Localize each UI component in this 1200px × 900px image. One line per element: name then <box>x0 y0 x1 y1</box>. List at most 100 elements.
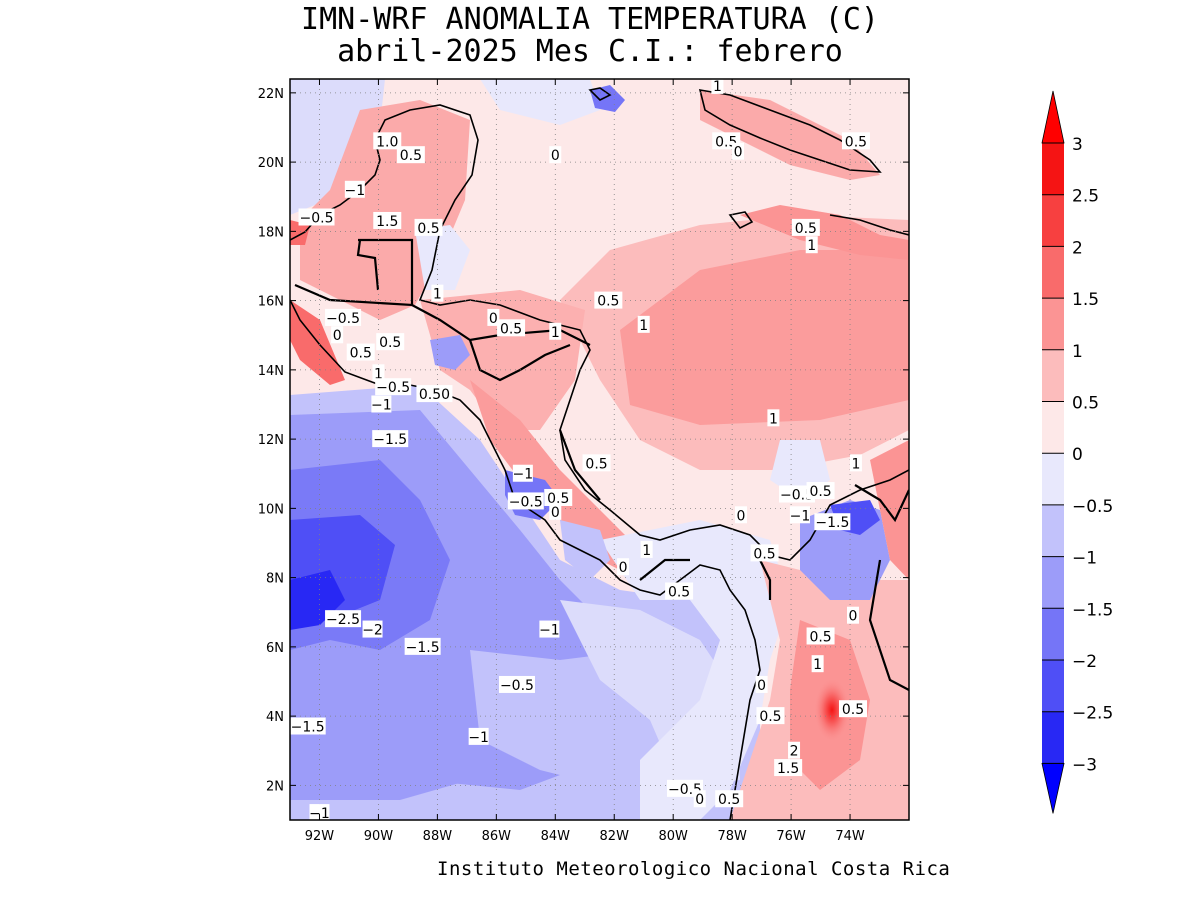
svg-text:0: 0 <box>757 678 766 694</box>
contour-label: 0 <box>734 506 747 524</box>
contour-label: 2 <box>788 741 801 760</box>
contour-label: 1 <box>849 454 862 472</box>
y-tick-label: 10N <box>258 502 284 517</box>
x-tick-label: 74W <box>835 829 865 844</box>
svg-text:1: 1 <box>642 543 651 559</box>
x-tick-label: 92W <box>305 829 335 844</box>
svg-text:−0.5: −0.5 <box>500 678 534 694</box>
svg-text:−2.5: −2.5 <box>326 612 360 628</box>
colorbar-label: −1.5 <box>1072 600 1113 620</box>
svg-text:1: 1 <box>813 657 822 673</box>
contour-label: 0.5 <box>791 218 820 237</box>
contour-label: −0.5 <box>298 208 335 227</box>
colorbar-label: 0 <box>1072 445 1083 465</box>
svg-text:0.5: 0.5 <box>753 546 775 562</box>
colorbar-swatch <box>1042 556 1064 609</box>
contour-label: 0.5 <box>346 343 375 362</box>
contour-label: 1.5 <box>373 211 402 230</box>
svg-text:1.5: 1.5 <box>376 214 398 230</box>
contour-label: −0.5 <box>325 308 362 327</box>
anomaly-field <box>290 79 909 820</box>
y-tick-label: 12N <box>258 433 284 448</box>
contour-label: 0 <box>755 675 768 694</box>
x-tick-label: 86W <box>482 829 512 844</box>
y-tick-label: 8N <box>266 572 284 587</box>
contour-label: 0 <box>549 146 562 164</box>
map-title-line2: abril-2025 Mes C.I.: febrero <box>337 34 843 69</box>
contour-label: 1 <box>640 540 653 559</box>
contour-label: 1 <box>549 322 562 341</box>
colorbar-swatch <box>1042 504 1064 557</box>
contour-label: −1 <box>539 620 560 639</box>
contour-label: −2.5 <box>325 610 362 628</box>
svg-text:−0.5: −0.5 <box>509 494 543 510</box>
institution-credit: Instituto Meteorologico Nacional Costa R… <box>437 858 951 880</box>
contour-label: −1.5 <box>289 717 326 736</box>
svg-text:−1.5: −1.5 <box>406 640 440 656</box>
contour-label: 1 <box>711 76 724 95</box>
colorbar-label: 2 <box>1072 238 1083 258</box>
svg-text:−1: −1 <box>539 623 560 639</box>
colorbar-swatch <box>1042 608 1064 660</box>
svg-text:1: 1 <box>551 325 560 341</box>
contour-label: 1 <box>372 364 385 382</box>
contour-label: 0.5 <box>594 291 623 310</box>
contour-label: 1 <box>811 655 824 673</box>
x-tick-label: 78W <box>717 829 747 844</box>
svg-text:−0.5: −0.5 <box>326 311 360 327</box>
contour-label: −1 <box>468 727 489 746</box>
contour-label: 0 <box>331 326 344 344</box>
contour-label: −0.5 <box>778 485 815 504</box>
colorbar-label: 0.5 <box>1072 394 1099 414</box>
svg-text:−1.5: −1.5 <box>815 515 849 531</box>
colorbar-swatch <box>1042 298 1064 350</box>
x-tick-label: 88W <box>423 829 453 844</box>
contour-label: −0.5 <box>498 675 535 694</box>
colorbar: 3 2.5 2 1.5 1 0.5 0 −0.5 −1 −1.5 −2 −2.5 −3 <box>1041 90 1113 814</box>
colorbar-under-arrow <box>1041 763 1065 814</box>
svg-text:0.5: 0.5 <box>400 148 422 164</box>
colorbar-label: −3 <box>1072 755 1097 775</box>
contour-label: 0 <box>617 558 630 576</box>
svg-text:1: 1 <box>807 238 816 254</box>
svg-text:−1: −1 <box>513 467 534 483</box>
contour-label: 0.5 <box>497 319 526 337</box>
x-tick-label: 84W <box>541 829 571 844</box>
svg-text:0: 0 <box>695 792 704 808</box>
contour-label: 0 <box>732 142 745 161</box>
contour-label: −1.5 <box>404 637 441 656</box>
svg-text:1.0: 1.0 <box>376 134 398 150</box>
svg-text:0.5: 0.5 <box>585 456 607 472</box>
contour-label: 0.5 <box>582 454 611 472</box>
contour-label: 0.5 <box>715 790 744 808</box>
contour-label: 0 <box>846 606 859 625</box>
contour-label: 1 <box>805 236 818 254</box>
colorbar-swatch <box>1042 711 1064 764</box>
contour-label: −1 <box>345 180 365 199</box>
contour-label: 1 <box>431 284 444 303</box>
svg-text:1: 1 <box>851 456 860 472</box>
contour-label: −1.5 <box>372 430 409 448</box>
svg-text:0: 0 <box>489 311 498 327</box>
contour-label: 0.5 <box>750 544 779 562</box>
colorbar-label: −1 <box>1072 549 1097 569</box>
x-tick-label: 80W <box>658 829 688 844</box>
svg-text:0.50: 0.50 <box>419 387 450 403</box>
y-tick-label: 6N <box>266 641 284 656</box>
y-tick-label: 16N <box>258 295 284 310</box>
colorbar-label: −2.5 <box>1072 704 1113 724</box>
svg-text:1: 1 <box>374 366 383 382</box>
contour-label: 1 <box>637 315 650 334</box>
colorbar-swatch <box>1042 246 1064 299</box>
contour-label: 0.5 <box>838 700 867 718</box>
svg-text:−1: −1 <box>468 730 489 746</box>
svg-text:0: 0 <box>551 505 560 521</box>
svg-text:−1: −1 <box>371 397 392 413</box>
svg-text:−0.5: −0.5 <box>376 380 410 396</box>
svg-text:0.5: 0.5 <box>500 321 522 337</box>
svg-text:0.5: 0.5 <box>597 294 619 310</box>
svg-text:0.5: 0.5 <box>845 134 867 150</box>
svg-text:−1.5: −1.5 <box>373 432 407 448</box>
y-tick-label: 18N <box>258 225 284 240</box>
